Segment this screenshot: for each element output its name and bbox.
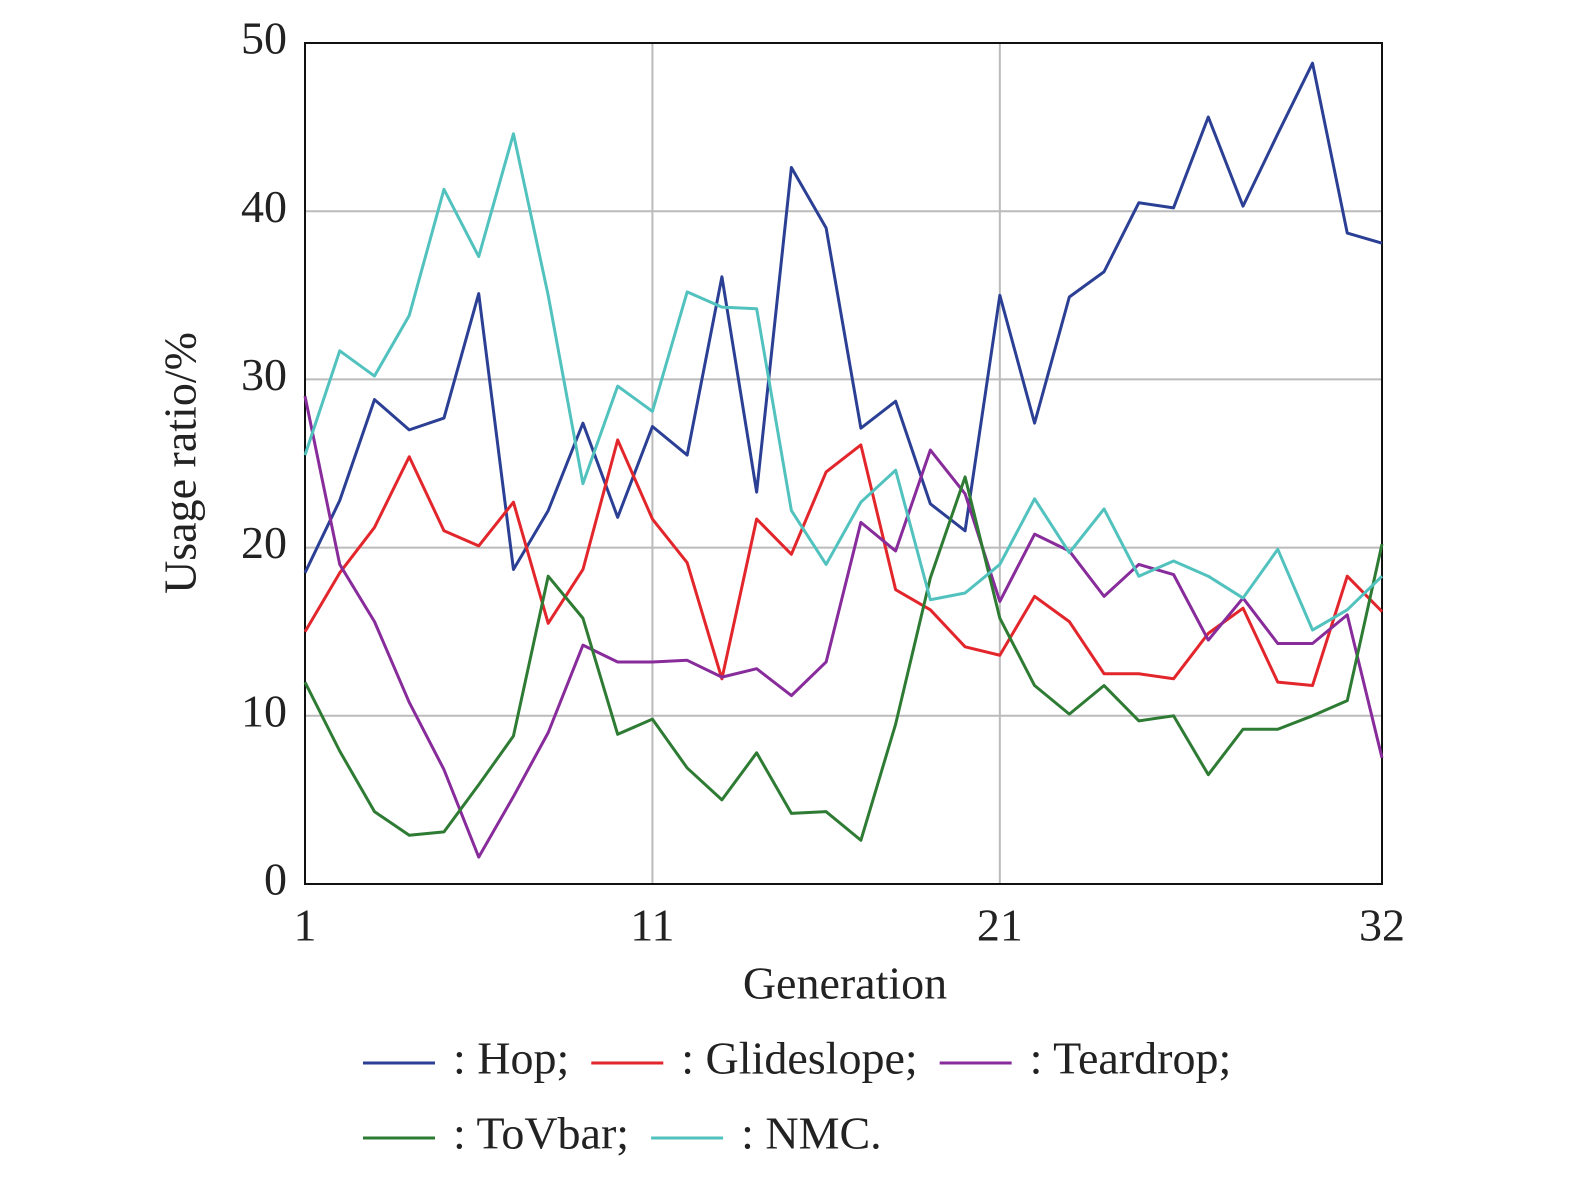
x-tick-label: 32 — [1359, 900, 1405, 951]
x-tick-label: 21 — [977, 900, 1023, 951]
y-tick-label: 40 — [241, 181, 287, 232]
x-tick-label: 1 — [294, 900, 317, 951]
x-tick-label: 11 — [630, 900, 674, 951]
series-line — [303, 61, 1383, 574]
series-line — [303, 475, 1384, 842]
series-line — [303, 395, 1384, 859]
y-axis-label: Usage ratio/% — [155, 332, 206, 594]
plot-frame — [304, 42, 1383, 885]
legend-label: : Glideslope; — [681, 1033, 917, 1084]
series-line — [303, 132, 1384, 632]
legend-label: : ToVbar; — [453, 1108, 629, 1159]
legend-label: : Hop; — [453, 1033, 569, 1084]
y-tick-label: 10 — [241, 685, 287, 736]
legend-label: : NMC. — [741, 1108, 882, 1159]
y-tick-label: 0 — [264, 854, 287, 905]
legend-label: : Teardrop; — [1030, 1033, 1232, 1084]
series-line — [303, 438, 1384, 688]
y-tick-label: 30 — [241, 349, 287, 400]
y-tick-label: 50 — [241, 13, 287, 64]
x-axis-label: Generation — [743, 958, 947, 1009]
y-tick-label: 20 — [241, 517, 287, 568]
